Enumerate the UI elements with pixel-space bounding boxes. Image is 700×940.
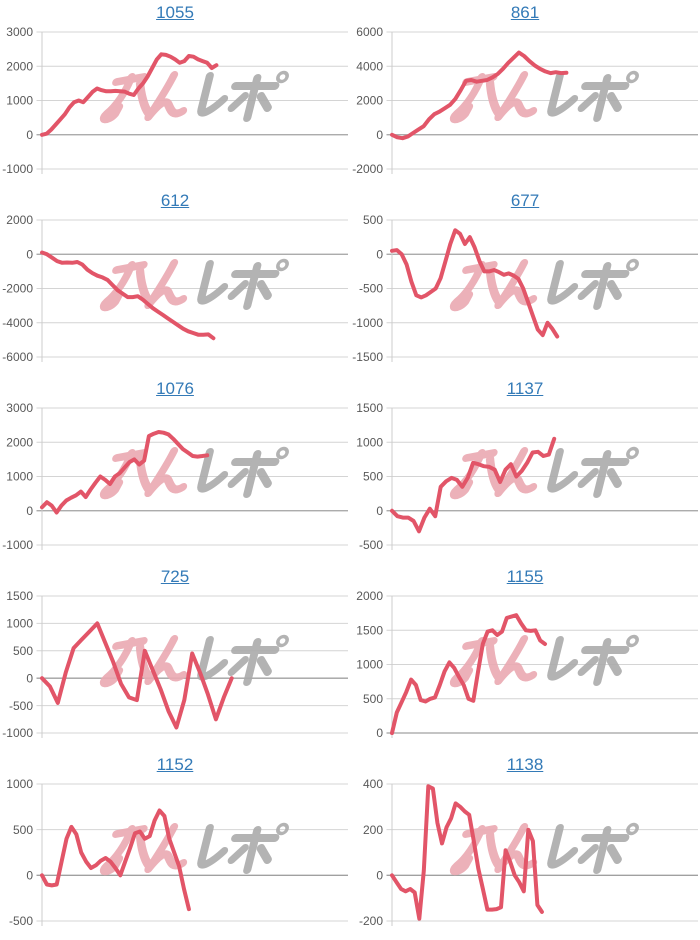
data-line xyxy=(390,228,560,339)
y-axis-label: -1000 xyxy=(2,162,33,176)
line-chart: 500 0 -500 -1000 -1500 xyxy=(352,213,698,364)
line-chart: 2000 1500 1000 500 0 xyxy=(356,589,698,740)
y-axis-label: 200 xyxy=(363,823,383,837)
data-line xyxy=(40,621,234,730)
chart-title-link[interactable]: 1076 xyxy=(156,379,194,398)
chart-title-link[interactable]: 677 xyxy=(510,191,540,210)
data-line xyxy=(40,808,191,912)
y-axis-label: 3000 xyxy=(6,25,33,39)
y-axis-label: 0 xyxy=(376,869,383,883)
y-axis-label: -1500 xyxy=(352,350,383,364)
chart-title-link[interactable]: 1152 xyxy=(156,755,194,774)
y-axis-label: 1500 xyxy=(356,401,383,415)
y-axis-label: 1500 xyxy=(356,623,383,637)
line-chart: 3000 2000 1000 0 -1000 xyxy=(2,401,348,552)
y-axis-label: -1000 xyxy=(2,726,33,740)
chart-cell: 1155 2000 1500 1000 500 0 xyxy=(350,564,700,752)
chart-title-link[interactable]: 1055 xyxy=(156,3,194,22)
y-axis-label: 500 xyxy=(13,823,33,837)
y-axis-label: 1000 xyxy=(6,94,33,108)
watermark-logo xyxy=(454,825,639,872)
y-axis-label: 0 xyxy=(26,504,33,518)
y-axis-label: 0 xyxy=(26,247,33,261)
chart-title-link[interactable]: 1155 xyxy=(506,567,544,586)
y-axis-label: 1000 xyxy=(356,435,383,449)
data-line xyxy=(40,52,219,137)
y-axis-label: 6000 xyxy=(356,25,383,39)
y-axis-label: 1000 xyxy=(6,777,33,791)
data-line xyxy=(390,436,557,534)
y-axis-label: 2000 xyxy=(6,213,33,227)
y-axis-label: 0 xyxy=(376,726,383,740)
y-axis-label: 400 xyxy=(363,777,383,791)
chart-title-link[interactable]: 725 xyxy=(160,567,190,586)
chart-cell: 1076 3000 2000 1000 0 -1000 xyxy=(0,376,350,564)
chart-title-link[interactable]: 861 xyxy=(510,3,540,22)
chart-cell: 861 6000 4000 2000 0 -2000 xyxy=(350,0,700,188)
watermark-logo xyxy=(104,261,289,308)
line-chart: 6000 4000 2000 0 -2000 xyxy=(352,25,698,176)
y-axis-label: -1000 xyxy=(2,538,33,552)
y-axis-label: 3000 xyxy=(6,401,33,415)
data-line xyxy=(390,784,544,921)
y-axis-label: 2000 xyxy=(356,94,383,108)
line-chart: 400 200 0 -200 xyxy=(359,777,698,928)
chart-cell: 677 500 0 -500 -1000 -1500 xyxy=(350,188,700,376)
chart-title-link[interactable]: 1137 xyxy=(506,379,544,398)
chart-cell: 1137 1500 1000 500 0 -500 xyxy=(350,376,700,564)
y-axis-label: 500 xyxy=(363,213,383,227)
data-line xyxy=(40,250,216,341)
y-axis-label: 2000 xyxy=(6,59,33,73)
chart-cell: 1055 3000 2000 1000 0 -1000 xyxy=(0,0,350,188)
y-axis-label: 2000 xyxy=(356,589,383,603)
chart-cell: 1152 1000 500 0 -500 xyxy=(0,752,350,940)
y-axis-label: 2000 xyxy=(6,435,33,449)
chart-title-link[interactable]: 1138 xyxy=(506,755,544,774)
chart-cell: 725 1500 1000 500 0 -500 -1000 xyxy=(0,564,350,752)
y-axis-label: -500 xyxy=(9,914,33,928)
y-axis-label: -2000 xyxy=(2,282,33,296)
chart-cell: 1138 400 200 0 -200 xyxy=(350,752,700,940)
y-axis-label: 4000 xyxy=(356,59,383,73)
y-axis-label: 1000 xyxy=(356,658,383,672)
y-axis-label: 1000 xyxy=(6,617,33,631)
line-chart: 3000 2000 1000 0 -1000 xyxy=(2,25,348,176)
y-axis-label: 0 xyxy=(26,128,33,142)
y-axis-label: 1500 xyxy=(6,589,33,603)
y-axis-label: -500 xyxy=(9,699,33,713)
y-axis-label: 500 xyxy=(363,692,383,706)
chart-cell: 612 2000 0 -2000 -4000 -6000 xyxy=(0,188,350,376)
line-chart: 1500 1000 500 0 -500 -1000 xyxy=(2,589,348,740)
y-axis-label: -4000 xyxy=(2,316,33,330)
y-axis-label: 1000 xyxy=(6,470,33,484)
y-axis-label: 0 xyxy=(376,128,383,142)
y-axis-label: -500 xyxy=(359,282,383,296)
y-axis-label: -1000 xyxy=(352,316,383,330)
line-chart: 2000 0 -2000 -4000 -6000 xyxy=(2,213,348,364)
data-line xyxy=(40,430,210,515)
data-line xyxy=(390,613,547,735)
y-axis-label: -2000 xyxy=(352,162,383,176)
line-chart: 1500 1000 500 0 -500 xyxy=(356,401,698,552)
y-axis-label: 0 xyxy=(26,869,33,883)
y-axis-label: 500 xyxy=(13,644,33,658)
y-axis-label: -500 xyxy=(359,538,383,552)
y-axis-label: -6000 xyxy=(2,350,33,364)
y-axis-label: 0 xyxy=(376,504,383,518)
chart-title-link[interactable]: 612 xyxy=(160,191,190,210)
y-axis-label: -200 xyxy=(359,914,383,928)
y-axis-label: 500 xyxy=(363,470,383,484)
y-axis-label: 0 xyxy=(26,671,33,685)
data-line xyxy=(390,50,569,141)
line-chart: 1000 500 0 -500 xyxy=(6,777,348,928)
y-axis-label: 0 xyxy=(376,247,383,261)
